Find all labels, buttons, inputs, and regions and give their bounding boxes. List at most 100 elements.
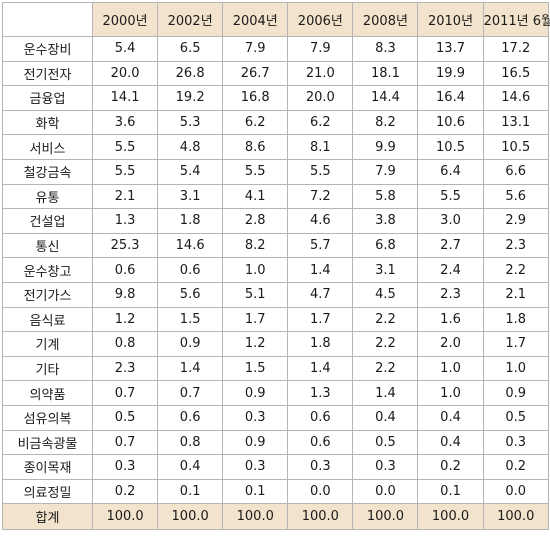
table-cell: 0.6 [91,257,159,283]
table-cell: 5.5 [222,158,289,185]
table-cell: 5.5 [91,158,159,185]
header-row: 2000년 2002년 2004년 2006년 2008년 2010년 2011… [2,2,550,37]
sector-share-table: 2000년 2002년 2004년 2006년 2008년 2010년 2011… [2,2,550,531]
table-row: 기계 0.8 0.9 1.2 1.8 2.2 2.0 1.7 [2,331,549,357]
table-cell: 2.0 [417,331,484,357]
table-row: 의약품 0.7 0.7 0.9 1.3 1.4 1.0 0.9 [2,380,549,406]
table-cell: 21.0 [287,60,354,87]
table-cell: 2.1 [91,183,159,210]
table-cell: 0.3 [352,454,419,480]
table-cell: 18.1 [352,60,419,87]
table-row: 비금속광물 0.7 0.8 0.9 0.6 0.5 0.4 0.3 [2,429,549,456]
table-row: 전기전자 20.0 26.8 26.7 21.0 18.1 19.9 16.5 [2,60,549,87]
table-row: 금융업 14.1 19.2 16.8 20.0 14.4 16.4 14.6 [2,85,549,111]
table-row: 전기가스 9.8 5.6 5.1 4.7 4.5 2.3 2.1 [2,281,549,308]
table-cell: 1.8 [482,306,549,333]
row-label: 비금속광물 [2,429,93,456]
row-label: 금융업 [2,85,93,111]
total-cell: 100.0 [157,503,224,531]
table-cell: 14.6 [157,232,224,259]
table-cell: 0.2 [482,454,549,480]
table-cell: 9.8 [91,281,159,308]
table-cell: 1.4 [157,355,224,382]
row-label: 운수장비 [2,36,93,62]
table-cell: 14.1 [91,85,159,111]
table-cell: 0.6 [287,404,354,431]
table-cell: 0.7 [91,380,159,406]
table-cell: 20.0 [287,85,354,111]
table-cell: 0.5 [482,404,549,431]
table-cell: 0.2 [417,454,484,480]
table-cell: 7.9 [352,158,419,185]
column-header-2004: 2004년 [222,2,289,37]
table-cell: 14.4 [352,85,419,111]
table-cell: 6.2 [222,109,289,136]
row-label: 운수창고 [2,257,93,283]
column-header-2011-06: 2011년 6월 [482,2,550,37]
table-cell: 0.9 [157,331,224,357]
table-cell: 0.0 [352,478,419,505]
table-cell: 2.8 [222,208,289,234]
table-cell: 8.3 [352,36,419,62]
table-row: 운수창고 0.6 0.6 1.0 1.4 3.1 2.4 2.2 [2,257,549,283]
row-label: 종이목재 [2,454,93,480]
table-cell: 5.5 [417,183,484,210]
table-cell: 5.7 [287,232,354,259]
table-cell: 13.7 [417,36,484,62]
table-cell: 10.5 [482,134,549,160]
total-label: 합계 [2,503,93,531]
table-cell: 4.5 [352,281,419,308]
table-cell: 1.4 [287,257,354,283]
row-label: 화학 [2,109,93,136]
table-cell: 7.9 [222,36,289,62]
table-cell: 0.3 [222,454,289,480]
table-row: 철강금속 5.5 5.4 5.5 5.5 7.9 6.4 6.6 [2,158,549,185]
table-cell: 0.7 [157,380,224,406]
table-cell: 3.1 [157,183,224,210]
table-cell: 3.0 [417,208,484,234]
table-row: 건설업 1.3 1.8 2.8 4.6 3.8 3.0 2.9 [2,208,549,234]
table-cell: 2.3 [417,281,484,308]
table-cell: 16.4 [417,85,484,111]
table-cell: 6.4 [417,158,484,185]
table-cell: 5.1 [222,281,289,308]
table-cell: 1.4 [287,355,354,382]
table-cell: 2.2 [482,257,549,283]
row-label: 전기전자 [2,60,93,87]
table-cell: 5.4 [157,158,224,185]
table-cell: 5.5 [91,134,159,160]
table-row: 종이목재 0.3 0.4 0.3 0.3 0.3 0.2 0.2 [2,454,549,480]
table-cell: 0.3 [287,454,354,480]
table-cell: 0.0 [287,478,354,505]
row-label: 의약품 [2,380,93,406]
table-cell: 5.4 [91,36,159,62]
table-body: 운수장비 5.4 6.5 7.9 7.9 8.3 13.7 17.2 전기전자 20.0 26.8 2… [2,36,549,505]
table-cell: 2.2 [352,331,419,357]
table-cell: 0.9 [482,380,549,406]
table-cell: 16.5 [482,60,549,87]
table-cell: 6.6 [482,158,549,185]
table-cell: 1.8 [157,208,224,234]
table-cell: 0.4 [417,404,484,431]
table-cell: 0.6 [157,257,224,283]
table-cell: 3.6 [91,109,159,136]
table-cell: 5.6 [157,281,224,308]
table-cell: 8.2 [352,109,419,136]
table-cell: 10.5 [417,134,484,160]
table-cell: 0.4 [157,454,224,480]
table-cell: 2.7 [417,232,484,259]
table-cell: 2.4 [417,257,484,283]
table-cell: 8.2 [222,232,289,259]
table-row: 통신 25.3 14.6 8.2 5.7 6.8 2.7 2.3 [2,232,549,259]
table-row: 섬유의복 0.5 0.6 0.3 0.6 0.4 0.4 0.5 [2,404,549,431]
table-cell: 6.2 [287,109,354,136]
table-cell: 19.9 [417,60,484,87]
table-cell: 1.2 [222,331,289,357]
table-cell: 4.1 [222,183,289,210]
table-cell: 2.1 [482,281,549,308]
table-cell: 7.9 [287,36,354,62]
total-cell: 100.0 [417,503,484,531]
row-label: 기타 [2,355,93,382]
table-cell: 0.3 [91,454,159,480]
row-label: 통신 [2,232,93,259]
